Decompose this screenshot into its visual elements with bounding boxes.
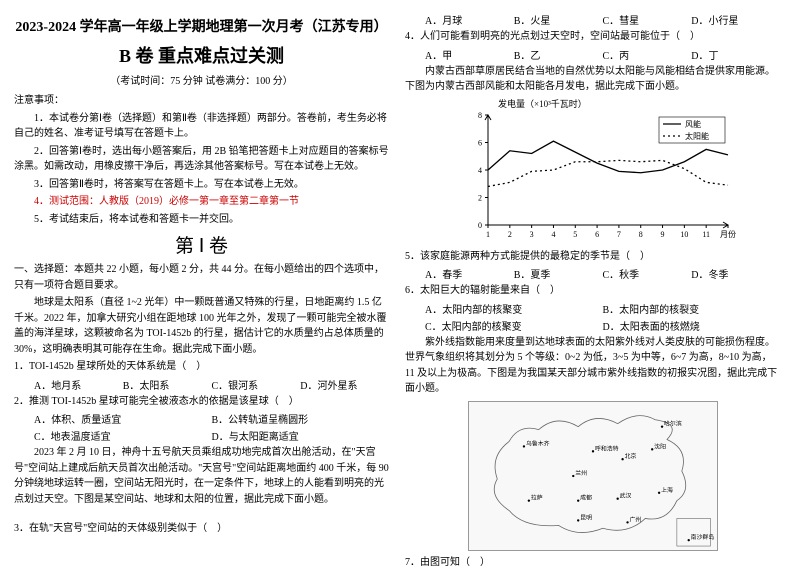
svg-text:成都: 成都 [580,493,592,501]
q5-opt-c: C．秋季 [603,266,692,281]
question-7: 7．由图可知（ ） [405,555,780,570]
svg-text:2: 2 [478,193,482,202]
svg-text:乌鲁木齐: 乌鲁木齐 [525,439,549,447]
note-1: 1．本试卷分第Ⅰ卷（选择题）和第Ⅱ卷（非选择题）两部分。答卷前，考生务必将自己的… [14,111,389,142]
q3-options: A．月球 B．火星 C．彗星 D．小行星 [425,12,780,27]
svg-text:0: 0 [478,221,482,230]
svg-text:3: 3 [529,230,533,239]
q2-options-row1: A．体积、质量适宜 B．公转轨道呈椭圆形 [34,411,389,426]
svg-text:兰州: 兰州 [575,469,587,477]
q3-opt-c: C．彗星 [603,12,692,27]
svg-text:昆明: 昆明 [580,514,592,521]
q5-options: A．春季 B．夏季 C．秋季 D．冬季 [425,266,780,281]
svg-text:6: 6 [478,138,482,147]
q3-opt-b: B．火星 [514,12,603,27]
svg-text:广州: 广州 [629,515,641,523]
question-6: 6．太阳巨大的辐射能量来自（ ） [405,283,780,299]
q5-opt-d: D．冬季 [691,266,780,281]
passage-2: 2023 年 2 月 10 日，神舟十五号航天员乘组成功地完成首次出舱活动，在"… [14,445,389,507]
q1-opt-d: D．河外星系 [300,377,389,392]
energy-line-chart: 发电量（×10³千瓦时） 0 2 4 6 8 1 2 3 4 5 6 7 8 9 10 11 月份 风能太阳能 [443,97,743,247]
right-column: A．月球 B．火星 C．彗星 D．小行星 4．人们可能看到明亮的光点划过天空时，… [405,10,780,552]
q4-opt-b: B．乙 [514,47,603,62]
q5-opt-a: A．春季 [425,266,514,281]
question-4: 4．人们可能看到明亮的光点划过天空时，空间站最可能位于（ ） [405,29,780,45]
svg-text:8: 8 [478,111,482,120]
svg-text:发电量（×10³千瓦时）: 发电量（×10³千瓦时） [498,98,587,109]
svg-text:上海: 上海 [661,485,673,493]
note-5: 5．考试结束后，将本试卷和答题卡一并交回。 [14,212,389,228]
svg-text:月份: 月份 [720,229,736,239]
svg-text:呼和浩特: 呼和浩特 [594,444,618,452]
svg-text:1: 1 [486,230,490,239]
q1-options: A．地月系 B．太阳系 C．银河系 D．河外星系 [34,377,389,392]
svg-text:武汉: 武汉 [619,491,631,499]
q2-opt-b: B．公转轨道呈椭圆形 [212,411,390,426]
q4-opt-a: A．甲 [425,47,514,62]
svg-text:10: 10 [680,230,688,239]
svg-text:风能: 风能 [685,119,701,129]
passage-1: 地球是太阳系（直径 1~2 光年）中一颗既普通又特殊的行星，日地距离约 1.5 … [14,295,389,357]
q6-opt-d: D．太阳表面的核燃烧 [603,318,781,333]
exam-sheet: 2023-2024 学年高一年级上学期地理第一次月考（江苏专用） B 卷 重点难… [0,0,794,562]
svg-text:太阳能: 太阳能 [685,131,709,141]
q4-options: A．甲 B．乙 C．丙 D．丁 [425,47,780,62]
notes-header: 注意事项： [14,93,389,109]
svg-text:沈阳: 沈阳 [654,442,666,450]
svg-text:8: 8 [638,230,642,239]
q2-opt-c: C．地表温度适宜 [34,428,212,443]
left-column: 2023-2024 学年高一年级上学期地理第一次月考（江苏专用） B 卷 重点难… [14,10,389,552]
svg-text:2: 2 [507,230,511,239]
q3-opt-d: D．小行星 [691,12,780,27]
q5-opt-b: B．夏季 [514,266,603,281]
question-3: 3．在轨"天宫号"空间站的天体级别类似于（ ） [14,521,389,537]
svg-text:拉萨: 拉萨 [530,493,542,501]
note-3: 3．回答第Ⅱ卷时，将答案写在答题卡上。写在本试卷上无效。 [14,177,389,193]
note-2: 2．回答第Ⅰ卷时，选出每小题答案后，用 2B 铅笔把答题卡上对应题目的答案标号涂… [14,144,389,175]
note-4: 4．测试范围：人教版（2019）必修一第一章至第二章第一节 [14,194,389,210]
q6-opt-a: A．太阳内部的核聚变 [425,301,603,316]
section-1-head: 一、选择题：本题共 22 小题，每小题 2 分，共 44 分。在每小题给出的四个… [14,262,389,293]
question-5: 5．该家庭能源两种方式能提供的最稳定的季节是（ ） [405,249,780,265]
passage-4: 紫外线指数能用来度量到达地球表面的太阳紫外线对人类皮肤的可能损伤程度。世界气象组… [405,335,780,397]
q4-opt-c: C．丙 [603,47,692,62]
title-sub: B 卷 重点难点过关测 [14,42,389,68]
exam-info: （考试时间：75 分钟 试卷满分：100 分） [14,72,389,87]
passage-3: 内蒙古西部草原居民结合当地的自然优势以太阳能与风能相结合提供家用能源。下图为内蒙… [405,64,780,95]
q2-opt-d: D．与太阳距离适宜 [212,428,390,443]
svg-text:南沙群岛: 南沙群岛 [690,533,714,541]
svg-text:9: 9 [660,230,664,239]
volume-1-heading: 第 Ⅰ 卷 [14,231,389,258]
q2-options-row2: C．地表温度适宜 D．与太阳距离适宜 [34,428,389,443]
svg-text:6: 6 [595,230,599,239]
q6-opt-c: C．太阳内部的核聚变 [425,318,603,333]
svg-text:北京: 北京 [624,452,636,460]
title-main: 2023-2024 学年高一年级上学期地理第一次月考（江苏专用） [14,16,389,36]
question-2: 2．推测 TOI-1452b 星球可能完全被液态水的依据是该星球（ ） [14,394,389,410]
svg-text:4: 4 [478,166,482,175]
q1-opt-c: C．银河系 [212,377,301,392]
q1-opt-b: B．太阳系 [123,377,212,392]
q2-opt-a: A．体积、质量适宜 [34,411,212,426]
question-1: 1．TOI-1452b 星球所处的天体系统是（ ） [14,359,389,375]
svg-text:5: 5 [573,230,577,239]
q1-opt-a: A．地月系 [34,377,123,392]
svg-text:4: 4 [551,230,555,239]
svg-text:11: 11 [702,230,710,239]
q4-opt-d: D．丁 [691,47,780,62]
china-uv-map: 乌鲁木齐 哈尔滨呼和浩特 沈阳北京兰州拉萨 成都 武汉 上海昆明 广州南沙群岛 [468,401,718,551]
q6-options-row1: A．太阳内部的核聚变 B．太阳内部的核裂变 [425,301,780,316]
q6-options-row2: C．太阳内部的核聚变 D．太阳表面的核燃烧 [425,318,780,333]
svg-text:哈尔滨: 哈尔滨 [664,419,682,427]
q3-opt-a: A．月球 [425,12,514,27]
svg-text:7: 7 [616,230,620,239]
q6-opt-b: B．太阳内部的核裂变 [603,301,781,316]
